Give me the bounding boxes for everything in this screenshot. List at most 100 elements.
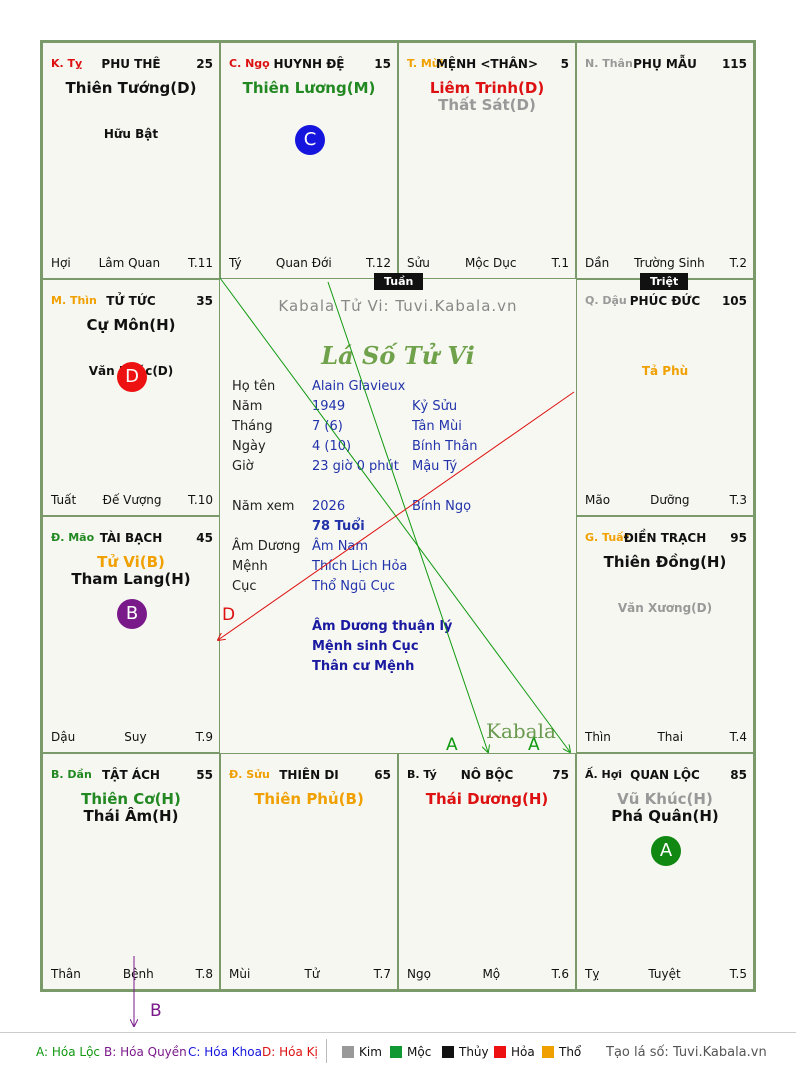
- footer-index: T.8: [195, 967, 213, 981]
- footer-index: T.5: [729, 967, 747, 981]
- cell-footer: Dậu Suy T.9: [51, 730, 213, 744]
- info-value-2: Bính Thân: [412, 439, 478, 454]
- footer-branch: Hợi: [51, 256, 71, 270]
- footer-index: T.2: [729, 256, 747, 270]
- legend-hoa-ki: D: Hóa Kị: [262, 1045, 318, 1059]
- palace-hoi[interactable]: Ấ. Hợi QUAN LỘC 85 Vũ Khúc(H) Phá Quân(H) A Tỵ…: [576, 753, 754, 990]
- footer-stage: Tử: [304, 967, 320, 981]
- footer-stage: Trường Sinh: [634, 256, 705, 270]
- age-label: 105: [721, 294, 747, 308]
- kabala-logo: Kabala: [486, 719, 556, 743]
- house-label: TÀI BẠCH: [99, 531, 163, 545]
- footer-index: T.11: [187, 256, 213, 270]
- footer-index: T.12: [366, 256, 391, 270]
- arrow-a-2: [327, 281, 488, 752]
- info-value: Thích Lịch Hỏa: [312, 559, 408, 574]
- age-label: 95: [730, 531, 747, 545]
- info-row: Năm 1949 Kỷ Sửu: [232, 399, 457, 414]
- branch-label: Đ. Mão: [51, 531, 95, 544]
- arrow-a-1: [219, 277, 570, 752]
- age-label: 35: [196, 294, 213, 308]
- palace-tyy[interactable]: B. Tý NÔ BỘC 75 Thái Dương(H) Ngọ Mộ T.6: [398, 753, 576, 990]
- footer-index: T.4: [729, 730, 747, 744]
- transform-badge: A: [651, 836, 681, 866]
- info-key: Họ tên: [232, 379, 276, 394]
- house-label: TẬT ÁCH: [102, 768, 160, 782]
- footer-branch: Tý: [229, 256, 242, 270]
- age-label: 115: [721, 57, 747, 71]
- info-key: Mệnh: [232, 559, 268, 574]
- footer-branch: Mùi: [229, 967, 251, 981]
- house-label: PHỤ MẪU: [633, 57, 697, 71]
- palace-mao[interactable]: Đ. Mão TÀI BẠCH 45 Tử Vi(B) Tham Lang(H) B Dậu…: [42, 516, 220, 753]
- cell-footer: Ngọ Mộ T.6: [407, 967, 569, 981]
- footer-branch: Dậu: [51, 730, 76, 744]
- footer-stage: Dưỡng: [650, 493, 690, 507]
- arrow-label-a1: A: [446, 735, 458, 755]
- swatch-thuy: [442, 1046, 454, 1058]
- main-star: Thiên Tướng(D): [65, 79, 197, 97]
- palace-mui[interactable]: T. Mùi MỆNH <THÂN> 5 Liêm Trinh(D) Thất Sát(…: [398, 42, 576, 279]
- footer-stage: Bệnh: [122, 967, 154, 981]
- main-star: Thiên Phủ(B): [254, 790, 364, 808]
- house-label: ĐIỀN TRẠCH: [623, 531, 707, 545]
- footer-index: T.6: [551, 967, 569, 981]
- palace-ty[interactable]: K. Tỵ PHU THÊ 25 Thiên Tướng(D) Hữu Bật Hợi Lâ…: [42, 42, 220, 279]
- info-value-2: Mậu Tý: [412, 459, 458, 474]
- swatch-tho: [542, 1046, 554, 1058]
- second-star: Tham Lang(H): [71, 570, 191, 588]
- chart-title: Lá Số Tử Vi: [321, 341, 475, 370]
- footer-stage: Tuyệt: [648, 967, 681, 981]
- footer-stage: Quan Đới: [275, 256, 332, 270]
- minor-star: Hữu Bật: [103, 127, 159, 141]
- info-value: Âm Nam: [312, 539, 369, 554]
- info-row: Họ tên Alain Glavieux: [232, 379, 412, 394]
- cell-footer: Tuất Đế Vượng T.10: [51, 493, 213, 507]
- house-label: TỬ TỨC: [106, 294, 156, 308]
- branch-label: B. Tý: [407, 768, 437, 781]
- second-star: Thái Âm(H): [83, 807, 179, 825]
- footer-stage: Lâm Quan: [98, 256, 161, 270]
- age-label: 25: [196, 57, 213, 71]
- cell-footer: Mão Dưỡng T.3: [585, 493, 747, 507]
- main-star: Tử Vi(B): [97, 553, 165, 571]
- main-star: Thái Dương(H): [425, 790, 549, 808]
- transform-badge: D: [117, 362, 147, 392]
- cell-footer: Hợi Lâm Quan T.11: [51, 256, 213, 270]
- branch-label: Ấ. Hợi: [585, 768, 623, 781]
- info-row: 78 Tuổi: [232, 519, 412, 534]
- info-key: Giờ: [232, 459, 254, 474]
- main-star: Thiên Lương(M): [242, 79, 376, 97]
- main-star: Vũ Khúc(H): [617, 790, 713, 808]
- footer-stage: Mộ: [482, 967, 501, 981]
- legend-site[interactable]: Tạo lá số: Tuvi.Kabala.vn: [606, 1045, 767, 1060]
- info-key: Tháng: [232, 419, 273, 434]
- palace-ngo[interactable]: C. Ngọ HUYNH ĐỆ 15 Thiên Lương(M) C Tý Quan Đớ…: [220, 42, 398, 279]
- footer-stage: Đế Vượng: [102, 493, 162, 507]
- arrow-label-a2: A: [528, 735, 540, 755]
- age-label: 45: [196, 531, 213, 545]
- arrow-label-d: D: [222, 605, 235, 625]
- swatch-hoa: [494, 1046, 506, 1058]
- chart-board: K. Tỵ PHU THÊ 25 Thiên Tướng(D) Hữu Bật Hợi Lâ…: [40, 40, 756, 992]
- transform-badge: B: [117, 599, 147, 629]
- main-star: Cự Môn(H): [86, 316, 176, 334]
- swatch-kim: [342, 1046, 354, 1058]
- age-label: 65: [374, 768, 391, 782]
- palace-dan[interactable]: B. Dần TẬT ÁCH 55 Thiên Cơ(H) Thái Âm(H) Thân…: [42, 753, 220, 990]
- house-label: THIÊN DI: [279, 768, 339, 782]
- second-star: Phá Quân(H): [611, 807, 719, 825]
- palace-tuat[interactable]: G. Tuất ĐIỀN TRẠCH 95 Thiên Đồng(H) Văn Xươn…: [576, 516, 754, 753]
- age-label: 5: [560, 57, 569, 71]
- arrow-overlay: A A D B: [0, 277, 575, 1032]
- arrow-label-b: B: [150, 1001, 162, 1021]
- palace-than[interactable]: N. Thân PHỤ MẪU 115 Dần Trường Sinh T.2: [576, 42, 754, 279]
- palace-suu[interactable]: Đ. Sửu THIÊN DI 65 Thiên Phủ(B) Mùi Tử T.7: [220, 753, 398, 990]
- footer-stage: Suy: [124, 730, 147, 744]
- info-row: Tháng 7 (6) Tân Mùi: [232, 419, 462, 434]
- house-label: QUAN LỘC: [630, 768, 700, 782]
- palace-dau[interactable]: Q. Dậu PHÚC ĐỨC 105 Tả Phù Mão Dưỡng T.3: [576, 279, 754, 516]
- age-label: 85: [730, 768, 747, 782]
- info-row: Âm Dương Âm Nam: [232, 539, 412, 554]
